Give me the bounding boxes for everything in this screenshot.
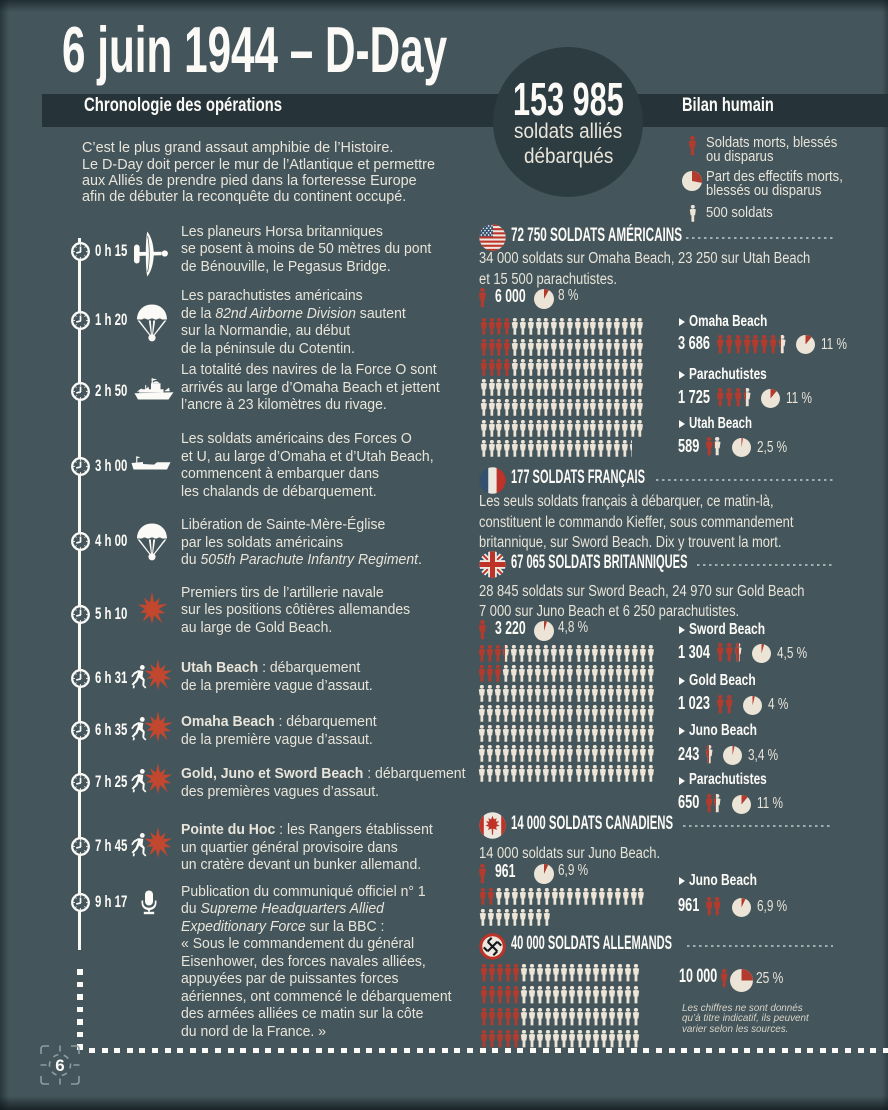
- svg-text:6: 6: [55, 1056, 64, 1075]
